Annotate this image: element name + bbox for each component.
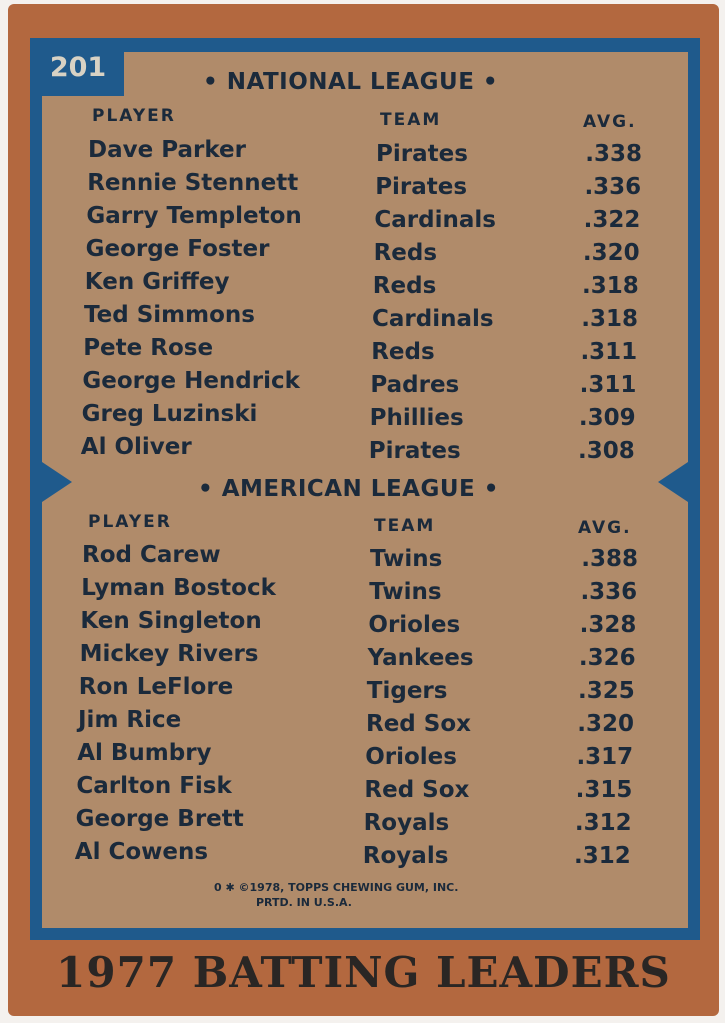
batting-average: .312 [574,810,632,836]
player-name: Ted Simmons [84,302,255,328]
team-name: Pirates [368,438,461,464]
player-name: Al Bumbry [77,740,212,766]
nl-player-col: PLAYER [92,106,176,126]
player-name: Rennie Stennett [87,170,299,196]
player-name: Ken Singleton [80,608,262,634]
player-name: Mickey Rivers [79,641,259,667]
player-name: George Brett [75,806,244,832]
batting-average: .320 [577,711,634,737]
batting-average: .308 [578,438,635,464]
player-name: Ken Griffey [84,269,230,295]
player-name: George Foster [85,236,270,262]
batting-average: .317 [576,744,634,770]
player-name: Al Oliver [80,434,192,460]
card-number: 201 [32,40,124,96]
team-name: Pirates [375,174,468,200]
batting-average: .338 [585,141,642,167]
nl-team-col: TEAM [380,110,442,130]
team-name: Orioles [365,744,457,770]
right-notch [658,462,688,502]
team-name: Cardinals [372,306,494,332]
team-name: Reds [372,273,437,299]
team-name: Yankees [367,645,474,671]
player-name: Lyman Bostock [81,575,276,601]
printed-line: PRTD. IN U.S.A. [256,896,352,909]
national-league-header: • NATIONAL LEAGUE • [203,69,499,95]
batting-average: .328 [579,612,637,638]
team-name: Red Sox [366,711,471,737]
player-name: Rod Carew [82,542,221,568]
team-name: Cardinals [374,207,496,233]
batting-average: .311 [580,339,638,365]
batting-average: .320 [582,240,640,266]
player-name: Garry Templeton [86,203,302,229]
batting-average: .318 [582,273,639,299]
player-name: Carlton Fisk [76,773,232,799]
team-name: Tigers [366,678,448,704]
al-team-col: TEAM [374,516,436,536]
player-name: Al Cowens [74,839,209,865]
batting-average: .309 [578,405,636,431]
card-panel [42,52,688,928]
team-name: Reds [371,339,435,365]
batting-average: .336 [580,579,638,605]
team-name: Twins [370,546,443,572]
player-name: Pete Rose [83,335,214,361]
nl-avg-col: AVG. [583,112,637,132]
batting-average: .315 [575,777,633,803]
team-name: Pirates [376,141,468,167]
team-name: Phillies [369,405,464,431]
team-name: Reds [373,240,438,266]
batting-average: .322 [583,207,641,233]
american-league-header: • AMERICAN LEAGUE • [198,476,499,502]
team-name: Orioles [368,612,461,638]
batting-average: .388 [581,546,638,572]
player-name: Dave Parker [88,137,246,163]
al-avg-col: AVG. [578,518,632,538]
team-name: Royals [363,810,450,836]
al-player-col: PLAYER [88,512,172,532]
batting-average: .312 [574,843,631,869]
player-name: Jim Rice [78,707,182,733]
batting-average: .336 [584,174,642,200]
player-name: Ron LeFlore [78,674,234,700]
batting-average: .326 [578,645,636,671]
batting-average: .325 [578,678,635,704]
card-title: 1977 BATTING LEADERS [56,948,671,997]
player-name: Greg Luzinski [81,401,258,427]
left-notch [42,462,72,502]
copyright-line: 0 ✱ ©1978, TOPPS CHEWING GUM, INC. [214,881,459,894]
team-name: Padres [370,372,460,398]
team-name: Royals [362,843,449,869]
team-name: Red Sox [364,777,470,803]
batting-average: .318 [581,306,638,332]
team-name: Twins [369,579,442,605]
player-name: George Hendrick [82,368,300,394]
batting-average: .311 [579,372,637,398]
